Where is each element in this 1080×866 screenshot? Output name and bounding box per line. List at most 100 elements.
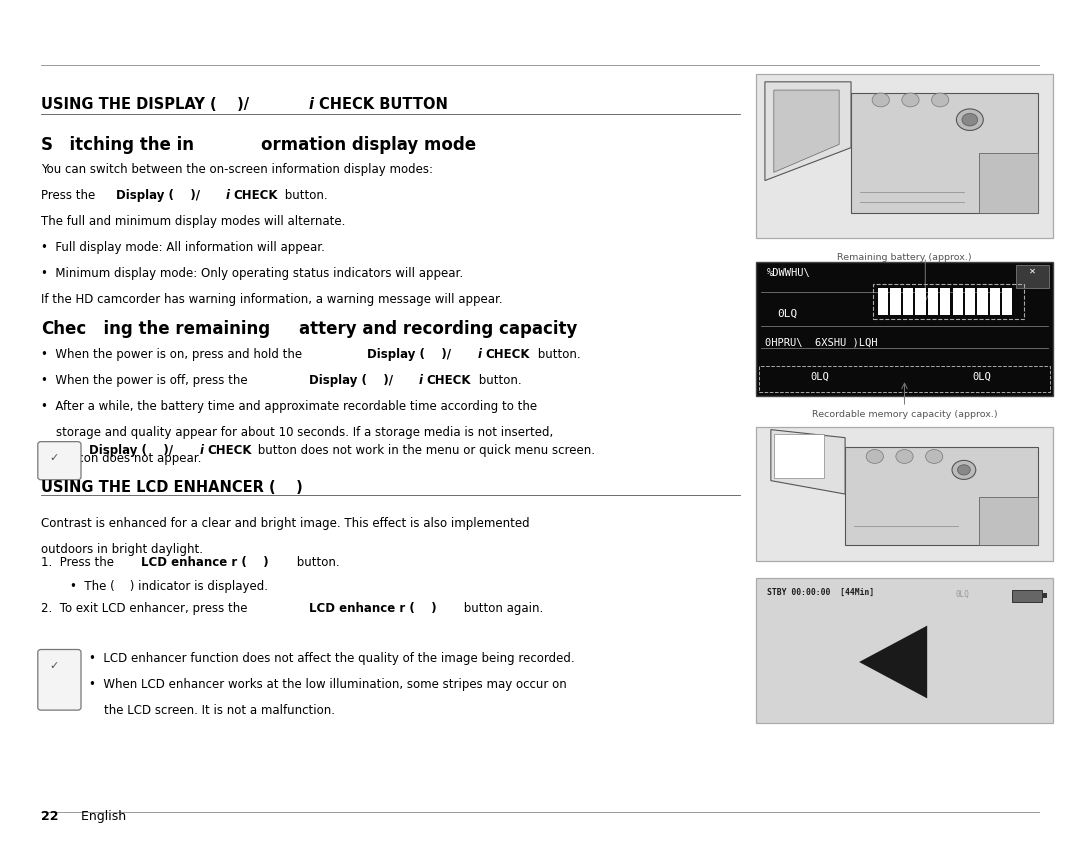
Bar (940, 288, 950, 315)
Text: 0LQ: 0LQ (972, 372, 990, 382)
Text: ✕: ✕ (1029, 267, 1036, 275)
Text: Display (    )/: Display ( )/ (367, 348, 451, 361)
Text: •  LCD enhancer function does not affect the quality of the image being recorded: • LCD enhancer function does not affect … (89, 652, 575, 665)
Text: •  Full display mode: All information will appear.: • Full display mode: All information wil… (41, 241, 325, 254)
Polygon shape (846, 447, 1038, 545)
Text: •  When the power is off, press the: • When the power is off, press the (41, 374, 252, 387)
Text: 0HPRU\  6XSHU )LQH: 0HPRU\ 6XSHU )LQH (765, 338, 877, 348)
Text: 22: 22 (41, 810, 58, 823)
Circle shape (953, 461, 975, 480)
Text: its icon does not appear.: its icon does not appear. (41, 452, 201, 465)
Text: Chec: Chec (41, 320, 86, 339)
Bar (1042, 593, 1047, 598)
Text: i: i (200, 444, 204, 457)
Text: i: i (477, 348, 482, 361)
Bar (756, 74, 1053, 238)
Text: English: English (65, 810, 126, 823)
Text: Display (    )/: Display ( )/ (116, 189, 200, 202)
Text: CHECK: CHECK (207, 444, 252, 457)
Text: 2.  To exit LCD enhancer, press the: 2. To exit LCD enhancer, press the (41, 602, 252, 615)
Polygon shape (851, 94, 1038, 214)
Circle shape (962, 113, 977, 126)
Text: 1.  Press the: 1. Press the (41, 556, 118, 569)
Text: •  When the power is on, press and hold the: • When the power is on, press and hold t… (41, 348, 306, 361)
Circle shape (873, 93, 890, 107)
Circle shape (902, 93, 919, 107)
Polygon shape (773, 90, 839, 172)
Text: •  Minimum display mode: Only operating status indicators will appear.: • Minimum display mode: Only operating s… (41, 267, 463, 280)
Bar (928, 288, 937, 315)
Circle shape (895, 449, 913, 463)
Text: ing the remaining: ing the remaining (92, 320, 270, 339)
Bar (989, 288, 1000, 315)
Text: CHECK: CHECK (233, 189, 278, 202)
Text: button again.: button again. (460, 602, 543, 615)
Polygon shape (978, 497, 1038, 545)
Bar (916, 288, 926, 315)
Text: LCD enhance r (    ): LCD enhance r ( ) (309, 602, 436, 615)
Text: USING THE LCD ENHANCER (    ): USING THE LCD ENHANCER ( ) (41, 480, 302, 494)
Text: Press the: Press the (41, 189, 99, 202)
Polygon shape (771, 430, 846, 494)
Bar (756, 262, 1053, 396)
Text: 0LQ: 0LQ (956, 590, 970, 598)
Text: button.: button. (281, 189, 327, 202)
Text: You can switch between the on-screen information display modes:: You can switch between the on-screen inf… (41, 163, 433, 176)
Bar (1016, 265, 1049, 288)
Text: 0LQ: 0LQ (778, 308, 798, 319)
Text: •  The (    ) indicator is displayed.: • The ( ) indicator is displayed. (70, 580, 268, 593)
Text: LCD enhance r (    ): LCD enhance r ( ) (141, 556, 269, 569)
FancyBboxPatch shape (38, 650, 81, 710)
Text: itching the in: itching the in (58, 136, 194, 154)
Bar (773, 434, 824, 478)
Text: STBY 00:00:00  [44Min]: STBY 00:00:00 [44Min] (767, 588, 874, 597)
Text: •  When LCD enhancer works at the low illumination, some stripes may occur on: • When LCD enhancer works at the low ill… (89, 678, 566, 691)
Text: button.: button. (293, 556, 339, 569)
Text: The full and minimum display modes will alternate.: The full and minimum display modes will … (41, 215, 346, 228)
Circle shape (931, 93, 949, 107)
Polygon shape (978, 152, 1038, 214)
Polygon shape (859, 625, 927, 698)
Bar (756, 578, 1053, 723)
Bar (977, 288, 987, 315)
Text: 0LQ: 0LQ (810, 372, 828, 382)
Text: S: S (41, 136, 53, 154)
Text: •  After a while, the battery time and approximate recordable time according to : • After a while, the battery time and ap… (41, 400, 537, 413)
Text: USING THE DISPLAY (    )/: USING THE DISPLAY ( )/ (41, 97, 249, 112)
Text: i: i (419, 374, 423, 387)
Bar (759, 366, 1050, 392)
Text: storage and quality appear for about 10 seconds. If a storage media is not inser: storage and quality appear for about 10 … (41, 426, 553, 439)
Text: ✓: ✓ (50, 453, 59, 463)
Text: outdoors in bright daylight.: outdoors in bright daylight. (41, 543, 203, 556)
Text: i: i (309, 97, 314, 112)
Bar (878, 288, 888, 315)
Text: CHECK BUTTON: CHECK BUTTON (319, 97, 447, 112)
Circle shape (958, 465, 970, 475)
Bar (1002, 288, 1012, 315)
Text: button.: button. (534, 348, 580, 361)
Text: button does not work in the menu or quick menu screen.: button does not work in the menu or quic… (254, 444, 595, 457)
Polygon shape (765, 82, 851, 181)
Bar (756, 427, 1053, 561)
Text: %DWWHU\: %DWWHU\ (767, 268, 811, 279)
Text: ✓: ✓ (50, 661, 59, 671)
Bar (953, 288, 962, 315)
Text: i: i (226, 189, 230, 202)
Circle shape (957, 109, 983, 131)
Bar (966, 288, 975, 315)
Text: the LCD screen. It is not a malfunction.: the LCD screen. It is not a malfunction. (89, 704, 335, 717)
Text: button.: button. (475, 374, 522, 387)
FancyBboxPatch shape (38, 442, 81, 480)
Text: Recordable memory capacity (approx.): Recordable memory capacity (approx.) (812, 410, 997, 419)
Bar (873, 284, 1024, 319)
Text: attery and recording capacity: attery and recording capacity (276, 320, 578, 339)
Text: Display (    )/: Display ( )/ (89, 444, 173, 457)
Bar (1012, 590, 1042, 602)
Circle shape (926, 449, 943, 463)
Text: Display (    )/: Display ( )/ (309, 374, 393, 387)
Circle shape (866, 449, 883, 463)
Text: ormation display mode: ormation display mode (238, 136, 475, 154)
Bar (890, 288, 901, 315)
Text: If the HD camcorder has warning information, a warning message will appear.: If the HD camcorder has warning informat… (41, 293, 502, 306)
Bar (903, 288, 914, 315)
